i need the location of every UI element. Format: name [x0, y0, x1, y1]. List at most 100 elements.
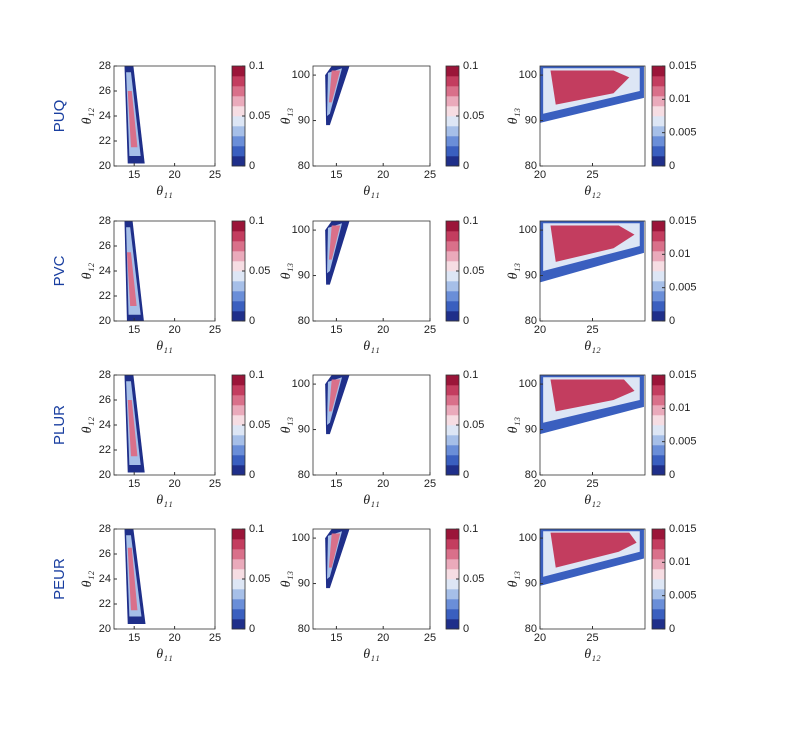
- y-axis-label: θ₁₂: [80, 263, 95, 280]
- colorbar-band: [652, 126, 665, 137]
- colorbar-band: [652, 385, 665, 396]
- x-tick-label: 20: [168, 478, 180, 490]
- x-tick-label: 25: [586, 478, 598, 490]
- colorbar-band: [446, 569, 459, 580]
- y-axis-label: θ₁₂: [80, 571, 95, 588]
- colorbar-tick-label: 0: [249, 315, 255, 327]
- colorbar-band: [652, 599, 665, 610]
- colorbar-band: [652, 146, 665, 157]
- colorbar-band: [652, 66, 665, 77]
- colorbar-band: [232, 465, 245, 476]
- colorbar-tick-label: 0.015: [669, 523, 697, 535]
- y-tick-label: 80: [525, 623, 537, 635]
- y-tick-label: 28: [99, 369, 111, 381]
- colorbar-tick-label: 0.01: [669, 248, 690, 260]
- y-tick-label: 80: [298, 160, 310, 172]
- colorbar-band: [446, 291, 459, 302]
- y-tick-label: 22: [99, 598, 111, 610]
- colorbar-band: [652, 619, 665, 630]
- colorbar-tick-label: 0.1: [249, 60, 264, 72]
- colorbar-tick-label: 0.1: [249, 523, 264, 535]
- colorbar-tick-label: 0.05: [463, 573, 484, 585]
- y-axis-label: θ₁₂: [80, 108, 95, 125]
- colorbar-band: [652, 291, 665, 302]
- y-tick-label: 28: [99, 523, 111, 535]
- colorbar-band: [446, 415, 459, 426]
- colorbar-band: [232, 529, 245, 540]
- colorbar-band: [652, 549, 665, 560]
- colorbar-band: [232, 425, 245, 436]
- x-axis-label: θ₁₂: [584, 493, 601, 508]
- colorbar-band: [232, 395, 245, 406]
- y-axis-label: θ₁₃: [279, 108, 294, 125]
- x-tick-label: 20: [168, 324, 180, 336]
- x-tick-label: 25: [586, 632, 598, 644]
- y-axis-label: θ₁₃: [279, 263, 294, 280]
- colorbar-band: [446, 609, 459, 620]
- x-axis-label: θ₁₁: [156, 647, 173, 662]
- colorbar-band: [232, 126, 245, 137]
- colorbar-band: [232, 251, 245, 262]
- colorbar-band: [652, 301, 665, 312]
- colorbar-band: [652, 559, 665, 570]
- x-axis-label: θ₁₁: [363, 647, 380, 662]
- x-tick-label: 25: [586, 324, 598, 336]
- colorbar-band: [232, 116, 245, 127]
- y-tick-label: 100: [292, 378, 310, 390]
- plot-frame: [312, 65, 431, 167]
- colorbar-band: [232, 385, 245, 396]
- colorbar-tick-label: 0.1: [249, 369, 264, 381]
- y-tick-label: 22: [99, 135, 111, 147]
- colorbar-tick-label: 0: [463, 469, 469, 481]
- colorbar-tick-label: 0: [463, 623, 469, 635]
- colorbar-band: [232, 455, 245, 466]
- colorbar-band: [232, 86, 245, 97]
- y-tick-label: 80: [525, 315, 537, 327]
- y-tick-label: 90: [298, 423, 310, 435]
- x-axis-label: θ₁₁: [156, 339, 173, 354]
- colorbar-band: [446, 116, 459, 127]
- colorbar-band: [652, 405, 665, 416]
- colorbar-tick-label: 0.1: [463, 60, 478, 72]
- density-contour: [550, 532, 637, 568]
- x-axis-label: θ₁₁: [363, 184, 380, 199]
- x-tick-label: 25: [209, 169, 221, 181]
- colorbar-band: [446, 435, 459, 446]
- colorbar-band: [652, 455, 665, 466]
- colorbar-band: [652, 106, 665, 117]
- x-tick-label: 15: [330, 324, 342, 336]
- colorbar-tick-label: 0.05: [463, 265, 484, 277]
- colorbar-band: [446, 549, 459, 560]
- colorbar-tick-label: 0.005: [669, 282, 697, 294]
- y-tick-label: 26: [99, 548, 111, 560]
- colorbar-band: [652, 156, 665, 167]
- colorbar-tick-label: 0.01: [669, 556, 690, 568]
- density-contour: [127, 547, 138, 611]
- colorbar-band: [652, 96, 665, 107]
- colorbar-tick-label: 0.05: [463, 419, 484, 431]
- colorbar-tick-label: 0: [669, 160, 675, 172]
- colorbar-band: [652, 465, 665, 476]
- x-tick-label: 20: [534, 324, 546, 336]
- x-axis-label: θ₁₂: [584, 339, 601, 354]
- colorbar-band: [446, 445, 459, 456]
- colorbar-tick-label: 0.1: [463, 523, 478, 535]
- x-tick-label: 15: [128, 478, 140, 490]
- colorbar-band: [232, 539, 245, 550]
- x-tick-label: 15: [128, 169, 140, 181]
- x-axis-label: θ₁₂: [584, 184, 601, 199]
- x-axis-label: θ₁₁: [156, 493, 173, 508]
- y-tick-label: 80: [298, 623, 310, 635]
- colorbar-frame: [651, 528, 666, 630]
- x-tick-label: 20: [168, 632, 180, 644]
- colorbar-band: [232, 271, 245, 282]
- colorbar-band: [232, 301, 245, 312]
- colorbar-tick-label: 0: [463, 160, 469, 172]
- colorbar-tick-label: 0.1: [249, 215, 264, 227]
- colorbar-band: [446, 559, 459, 570]
- colorbar-band: [232, 619, 245, 630]
- y-axis-label: θ₁₃: [506, 108, 521, 125]
- y-tick-label: 80: [298, 315, 310, 327]
- colorbar-frame: [651, 374, 666, 476]
- y-axis-label: θ₁₂: [80, 417, 95, 434]
